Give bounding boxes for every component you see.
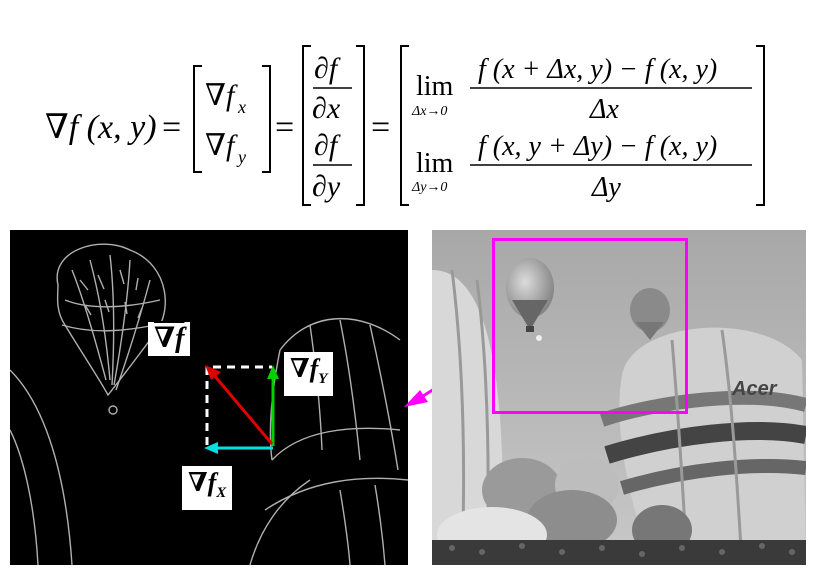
partial-den-y: ∂y: [312, 170, 341, 203]
gradient-magnitude-image: ∇f ∇fY ∇fX: [10, 230, 408, 565]
vector-bracket-1: [193, 65, 271, 173]
partial-den-x: ∂x: [312, 92, 341, 125]
balloon-photo: Acer: [432, 230, 806, 565]
edge-drawing: [10, 243, 408, 565]
partial-num-x: ∂f: [314, 52, 341, 85]
gradient-equation: ∇f (x, y) = ∇f x ∇f y = ∂f ∂x ∂f ∂y = li…: [45, 45, 765, 206]
denominator-y: Δy: [591, 172, 621, 203]
equals-2: =: [275, 109, 294, 146]
numerator-y: f (x, y + Δy) − f (x, y): [478, 131, 717, 162]
gradient-arrow: [211, 373, 274, 445]
label-grad-fx: ∇fX: [182, 466, 233, 510]
gradient-vectors: [204, 365, 279, 454]
grad-fy-text: ∇f: [290, 354, 319, 383]
partial-num-y: ∂f: [314, 129, 341, 162]
label-grad-fy: ∇fY: [284, 352, 334, 396]
equation-lhs: ∇f (x, y): [45, 109, 157, 146]
highlight-box: [492, 238, 688, 414]
grad-fy-sub: Y: [318, 371, 328, 387]
lim-sub-y: Δy→0: [411, 180, 447, 195]
vector-bottom: ∇f: [205, 129, 238, 162]
grad-fx-text: ∇f: [188, 468, 217, 497]
equals-3: =: [371, 109, 390, 146]
vector-bottom-sub: y: [236, 147, 246, 167]
grad-fx-sub: X: [216, 485, 227, 501]
equals-1: =: [162, 109, 181, 146]
lim-x: lim: [416, 71, 454, 102]
grad-f-text: ∇f: [154, 323, 185, 354]
label-grad-f: ∇f: [148, 322, 191, 356]
vector-bracket-2: [302, 45, 365, 206]
vector-bracket-3: [400, 45, 765, 206]
lim-sub-x: Δx→0: [411, 104, 447, 119]
vector-top: ∇f: [205, 79, 238, 112]
denominator-x: Δx: [589, 94, 619, 125]
lim-y: lim: [416, 148, 454, 179]
vector-top-sub: x: [237, 97, 246, 117]
numerator-x: f (x + Δx, y) − f (x, y): [478, 54, 717, 85]
svg-text:Acer: Acer: [731, 378, 778, 400]
